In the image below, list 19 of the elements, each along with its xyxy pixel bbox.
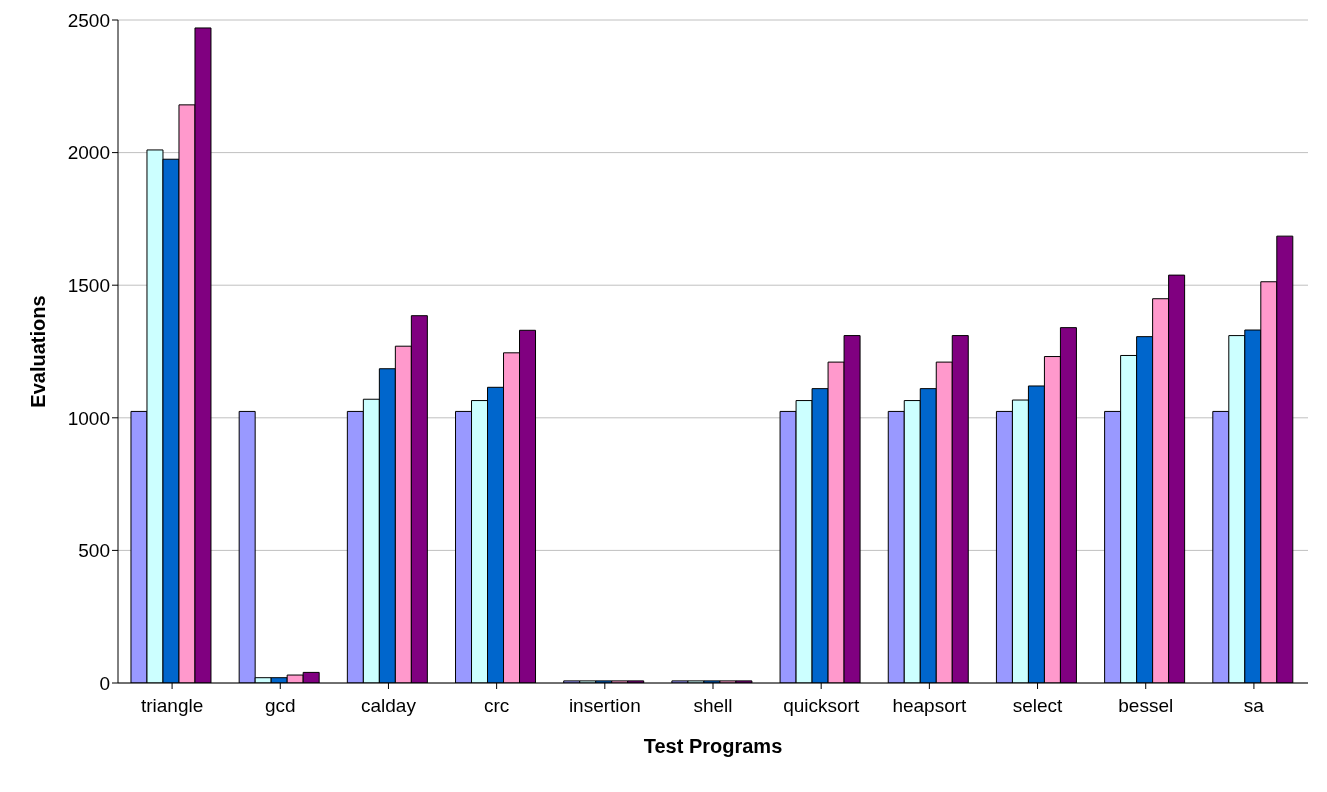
y-axis-title: Evaluations <box>27 295 50 408</box>
x-tick-label: heapsort <box>892 695 968 717</box>
x-tick-label: quicksort <box>783 695 860 717</box>
x-axis-title: Test Programs <box>643 735 783 757</box>
x-tick-label: triangle <box>140 695 204 717</box>
x-tick-label: sa <box>1243 695 1265 717</box>
x-tick-label: shell <box>693 695 733 717</box>
y-tick-label: 2000 <box>67 142 110 164</box>
y-tick-label: 500 <box>78 540 110 562</box>
x-tick-label: gcd <box>264 695 296 717</box>
y-tick-label: 1500 <box>67 274 110 296</box>
x-tick-label: bessel <box>1118 695 1174 717</box>
x-tick-label: select <box>1012 695 1064 717</box>
x-tick-label: insertion <box>568 695 641 717</box>
y-tick-label: 2500 <box>67 9 110 31</box>
x-tick-label: crc <box>483 695 510 717</box>
y-tick-label: 0 <box>99 672 110 694</box>
y-tick-label: 1000 <box>67 407 110 429</box>
x-tick-label: calday <box>360 695 417 717</box>
